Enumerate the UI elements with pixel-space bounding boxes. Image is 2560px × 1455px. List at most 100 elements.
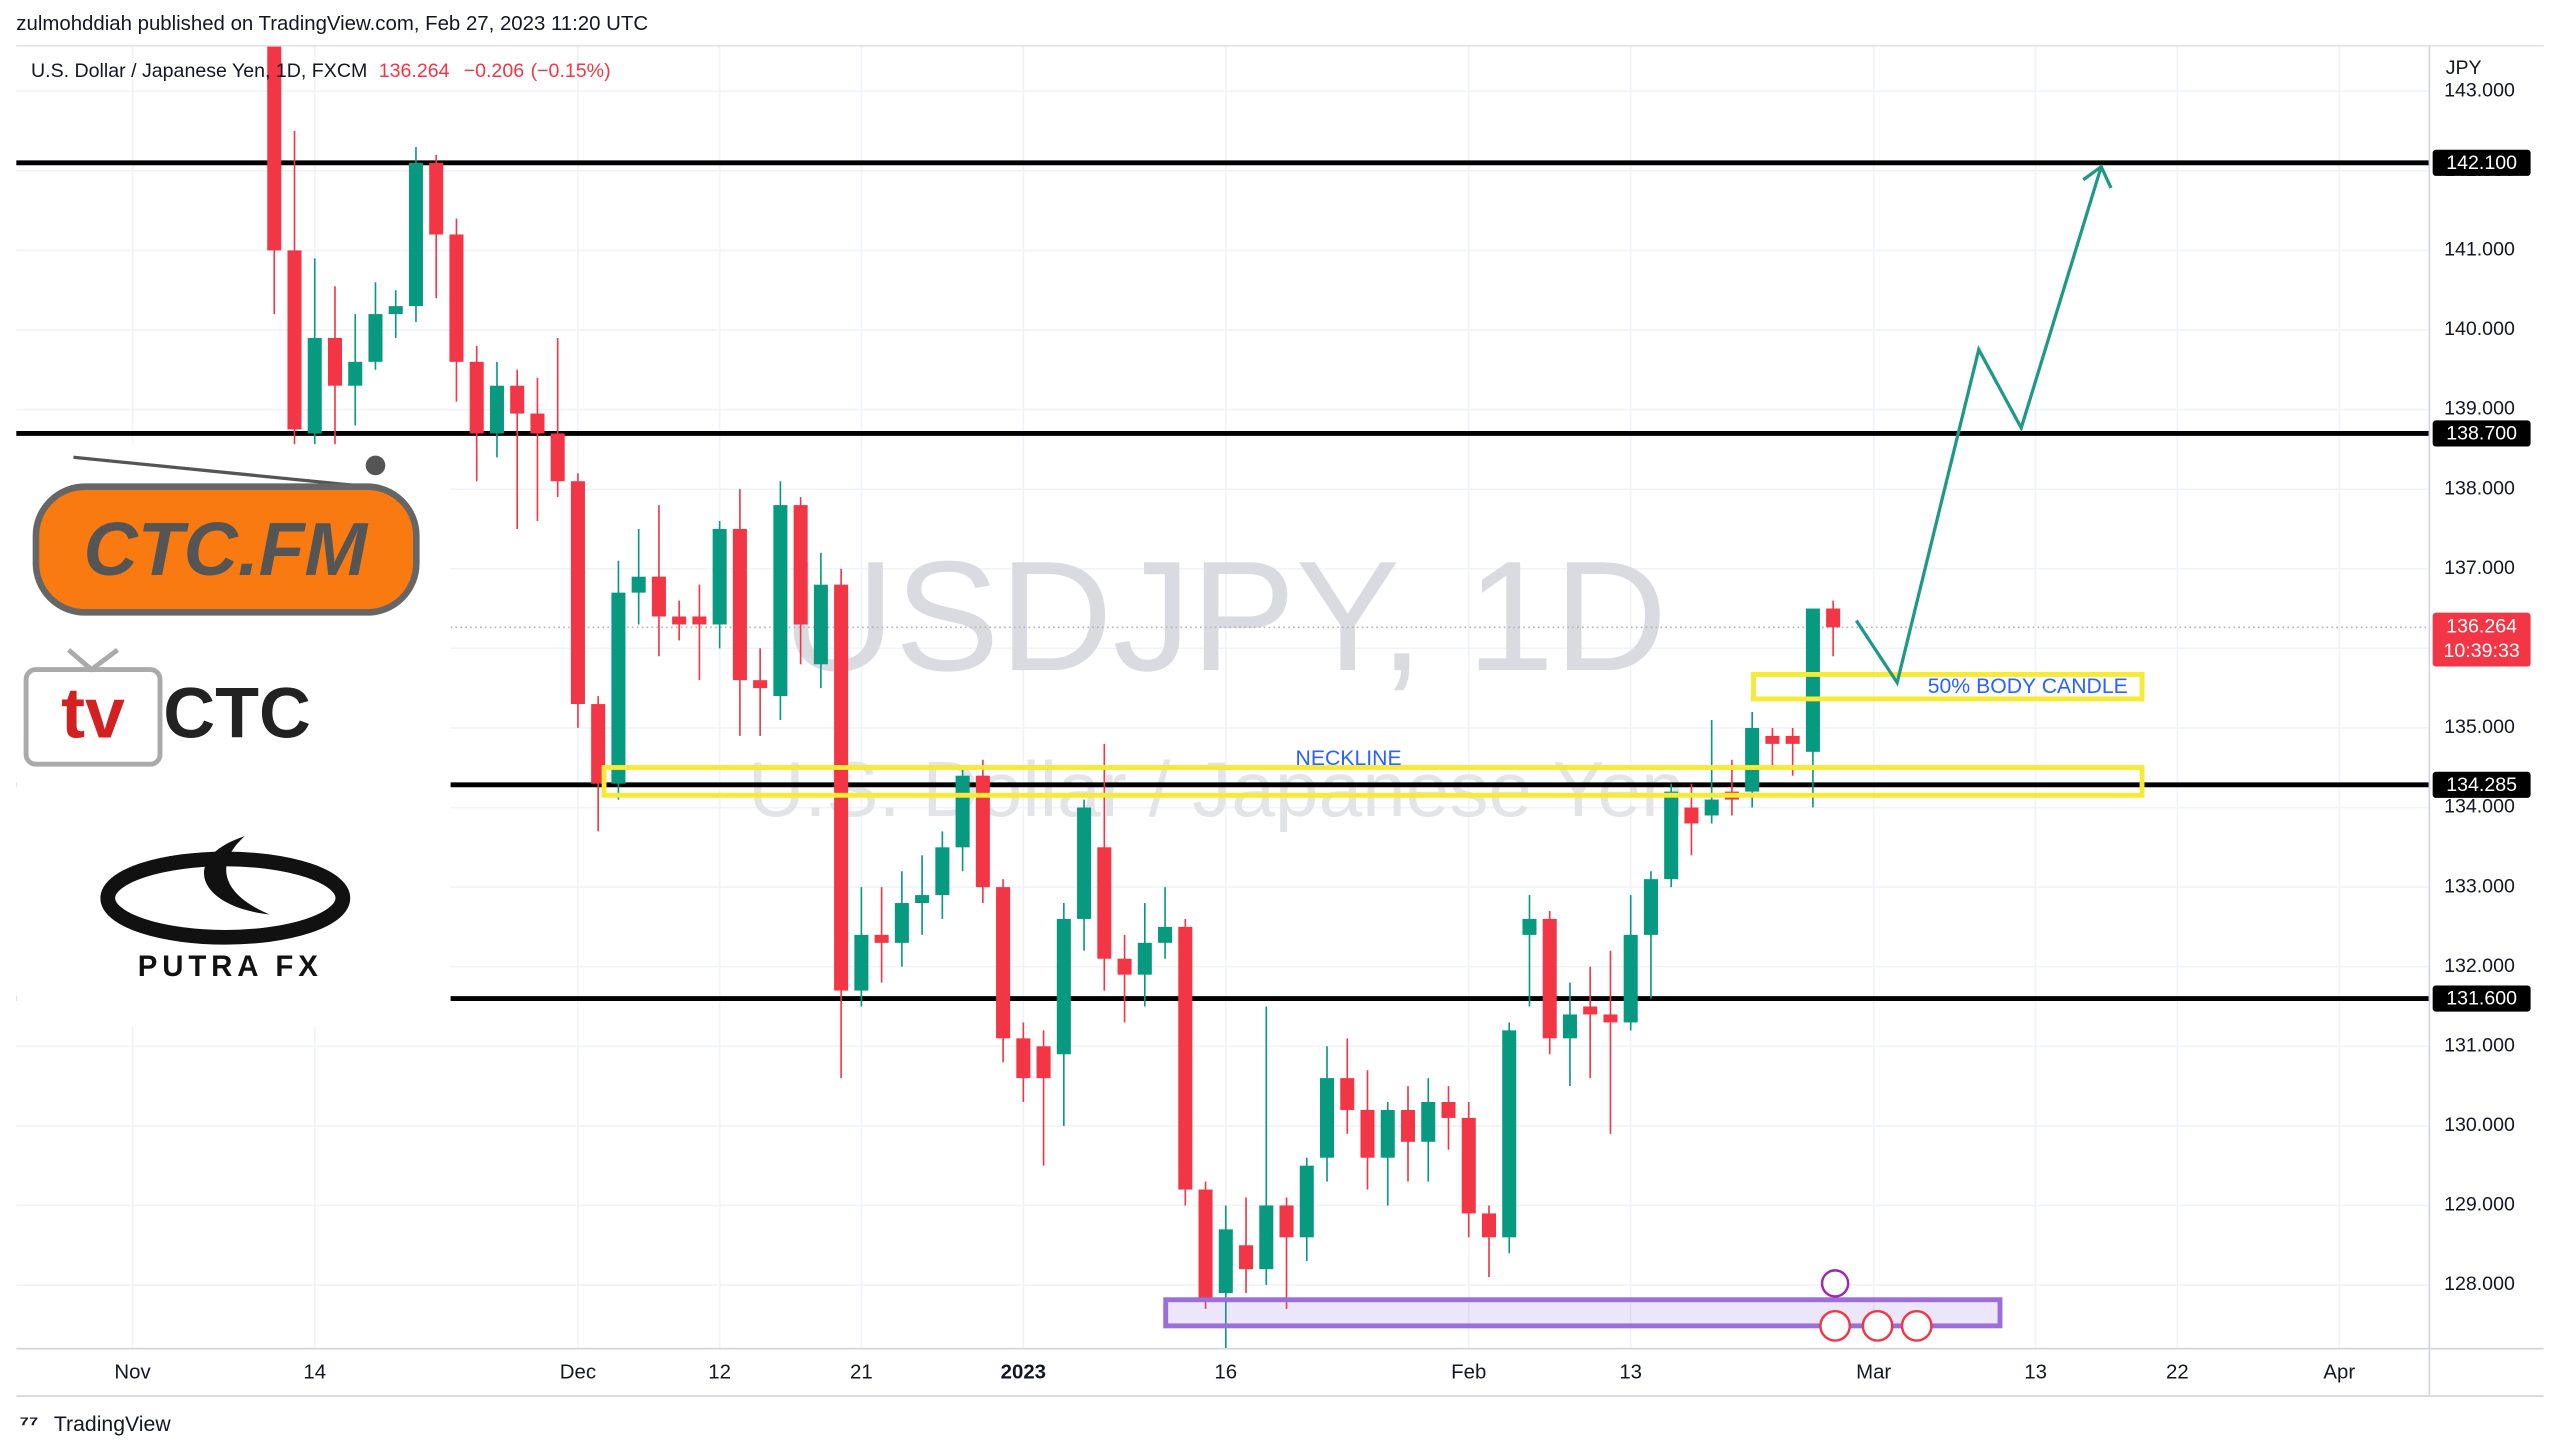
x-tick-label: 21 [850, 1362, 873, 1384]
candle-body [1643, 879, 1658, 935]
logo-tv-text: tv [61, 673, 125, 753]
y-tick-label: 132.000 [2444, 955, 2515, 977]
x-tick-label: 22 [2166, 1362, 2189, 1384]
candle-body [1603, 1014, 1618, 1023]
candle-body [1239, 1245, 1254, 1270]
candle-body [1117, 958, 1132, 975]
candle-body [530, 413, 545, 434]
candle-body [489, 385, 504, 434]
candle-body [408, 162, 423, 307]
y-tick-label: 131.000 [2444, 1034, 2515, 1056]
candle-body [672, 616, 687, 625]
candle-body [894, 903, 909, 943]
logos: CTC.FM tv CTC PUTRA FX [16, 444, 451, 1026]
candle-body [753, 680, 768, 689]
candle-body [1299, 1165, 1314, 1238]
candle-body [1036, 1046, 1051, 1079]
body-candle-zone [1751, 671, 2145, 702]
candle-body [996, 887, 1011, 1039]
candle-body [550, 433, 565, 482]
candle-body [874, 934, 889, 943]
candle-body [1340, 1078, 1355, 1110]
candle-body [813, 584, 828, 665]
logo-ctc-fm [32, 483, 420, 616]
y-tick-label: 139.000 [2444, 398, 2515, 420]
candle-body [1805, 608, 1820, 752]
candle-body [915, 895, 930, 904]
publish-header: zulmohddiah published on TradingView.com… [16, 13, 648, 35]
candle-body [1765, 735, 1780, 744]
x-tick-label: 12 [708, 1362, 731, 1384]
candle-body [1441, 1102, 1456, 1118]
candle-body [1745, 727, 1760, 792]
x-tick-label: 2023 [1001, 1362, 1046, 1384]
watermark-title: USDJPY, 1D [782, 529, 1668, 704]
level-tag-label: 134.285 [2446, 774, 2517, 796]
candle-body [267, 45, 282, 251]
candle-body [429, 162, 444, 235]
x-tick-label: 13 [1619, 1362, 1642, 1384]
candle-body [773, 505, 788, 697]
candle-body [1016, 1038, 1031, 1079]
logo-putra-swirl [203, 836, 270, 915]
candle-body [591, 704, 606, 784]
watermark: USDJPY, 1D U.S. Dollar / Japanese Yen [748, 529, 1685, 833]
x-tick-label: Feb [1451, 1362, 1486, 1384]
candle-body [1097, 847, 1112, 959]
candle-body [1319, 1078, 1335, 1158]
candle-body [1056, 918, 1071, 1055]
candle-body [1461, 1117, 1476, 1214]
price-axis: 128.000 129.000 130.000 131.000 132.000 133.0… [2432, 79, 2531, 1295]
x-tick-label: Nov [114, 1362, 151, 1384]
level-tag-label: 131.600 [2446, 988, 2517, 1010]
candle-body [631, 576, 646, 593]
y-tick-label: 141.000 [2444, 239, 2515, 261]
candle-body [307, 337, 322, 434]
candle-body [368, 314, 383, 362]
candle-body [1583, 1006, 1598, 1015]
symbol-legend: U.S. Dollar / Japanese Yen, 1D, FXCM [31, 60, 367, 82]
level-tag [2432, 149, 2531, 176]
logo-tv-antenna [66, 647, 120, 673]
y-tick-label: 135.000 [2444, 716, 2515, 738]
candle-body [1684, 807, 1699, 824]
candle-body [1158, 926, 1173, 943]
candle-body [1502, 1030, 1517, 1238]
price-tag [2432, 612, 2531, 667]
candle-body [712, 528, 727, 625]
candle-body [975, 775, 990, 888]
candle-body [469, 361, 484, 434]
event-icon [1820, 1269, 1850, 1298]
candle-body [1623, 934, 1638, 1023]
support-zone [1163, 1297, 2003, 1329]
projection-arrow [1854, 166, 2103, 687]
legend-change-pct: (−0.15%) [531, 60, 611, 82]
candle-body [1826, 608, 1841, 628]
arrow-head [2082, 164, 2113, 189]
candle-body [1785, 735, 1800, 744]
watermark-subtitle: U.S. Dollar / Japanese Yen [748, 745, 1685, 833]
y-tick-label: 137.000 [2444, 557, 2515, 579]
level-tag [2432, 771, 2531, 798]
logo-putra-text: PUTRA FX [138, 950, 323, 983]
price-tag-label: 136.264 [2446, 616, 2517, 638]
candle-body [327, 337, 343, 386]
y-tick-label: 134.000 [2444, 796, 2515, 818]
candle-body [692, 616, 707, 625]
candle-body [1198, 1189, 1213, 1301]
candle-body [348, 361, 363, 386]
level-tag [2432, 985, 2531, 1012]
x-tick-label: Dec [560, 1362, 596, 1384]
candle-body [651, 576, 666, 617]
candle-body [1400, 1109, 1416, 1142]
level-tag-label: 138.700 [2446, 422, 2517, 444]
candle-body [1279, 1205, 1294, 1238]
candle-body [388, 306, 403, 315]
countdown-label: 10:39:33 [2444, 640, 2520, 662]
x-tick-label: 14 [303, 1362, 326, 1384]
candle-body [1077, 807, 1092, 919]
event-flag [1861, 1309, 1894, 1342]
level-tag-label: 142.100 [2446, 152, 2517, 174]
y-tick-label: 129.000 [2444, 1194, 2515, 1216]
